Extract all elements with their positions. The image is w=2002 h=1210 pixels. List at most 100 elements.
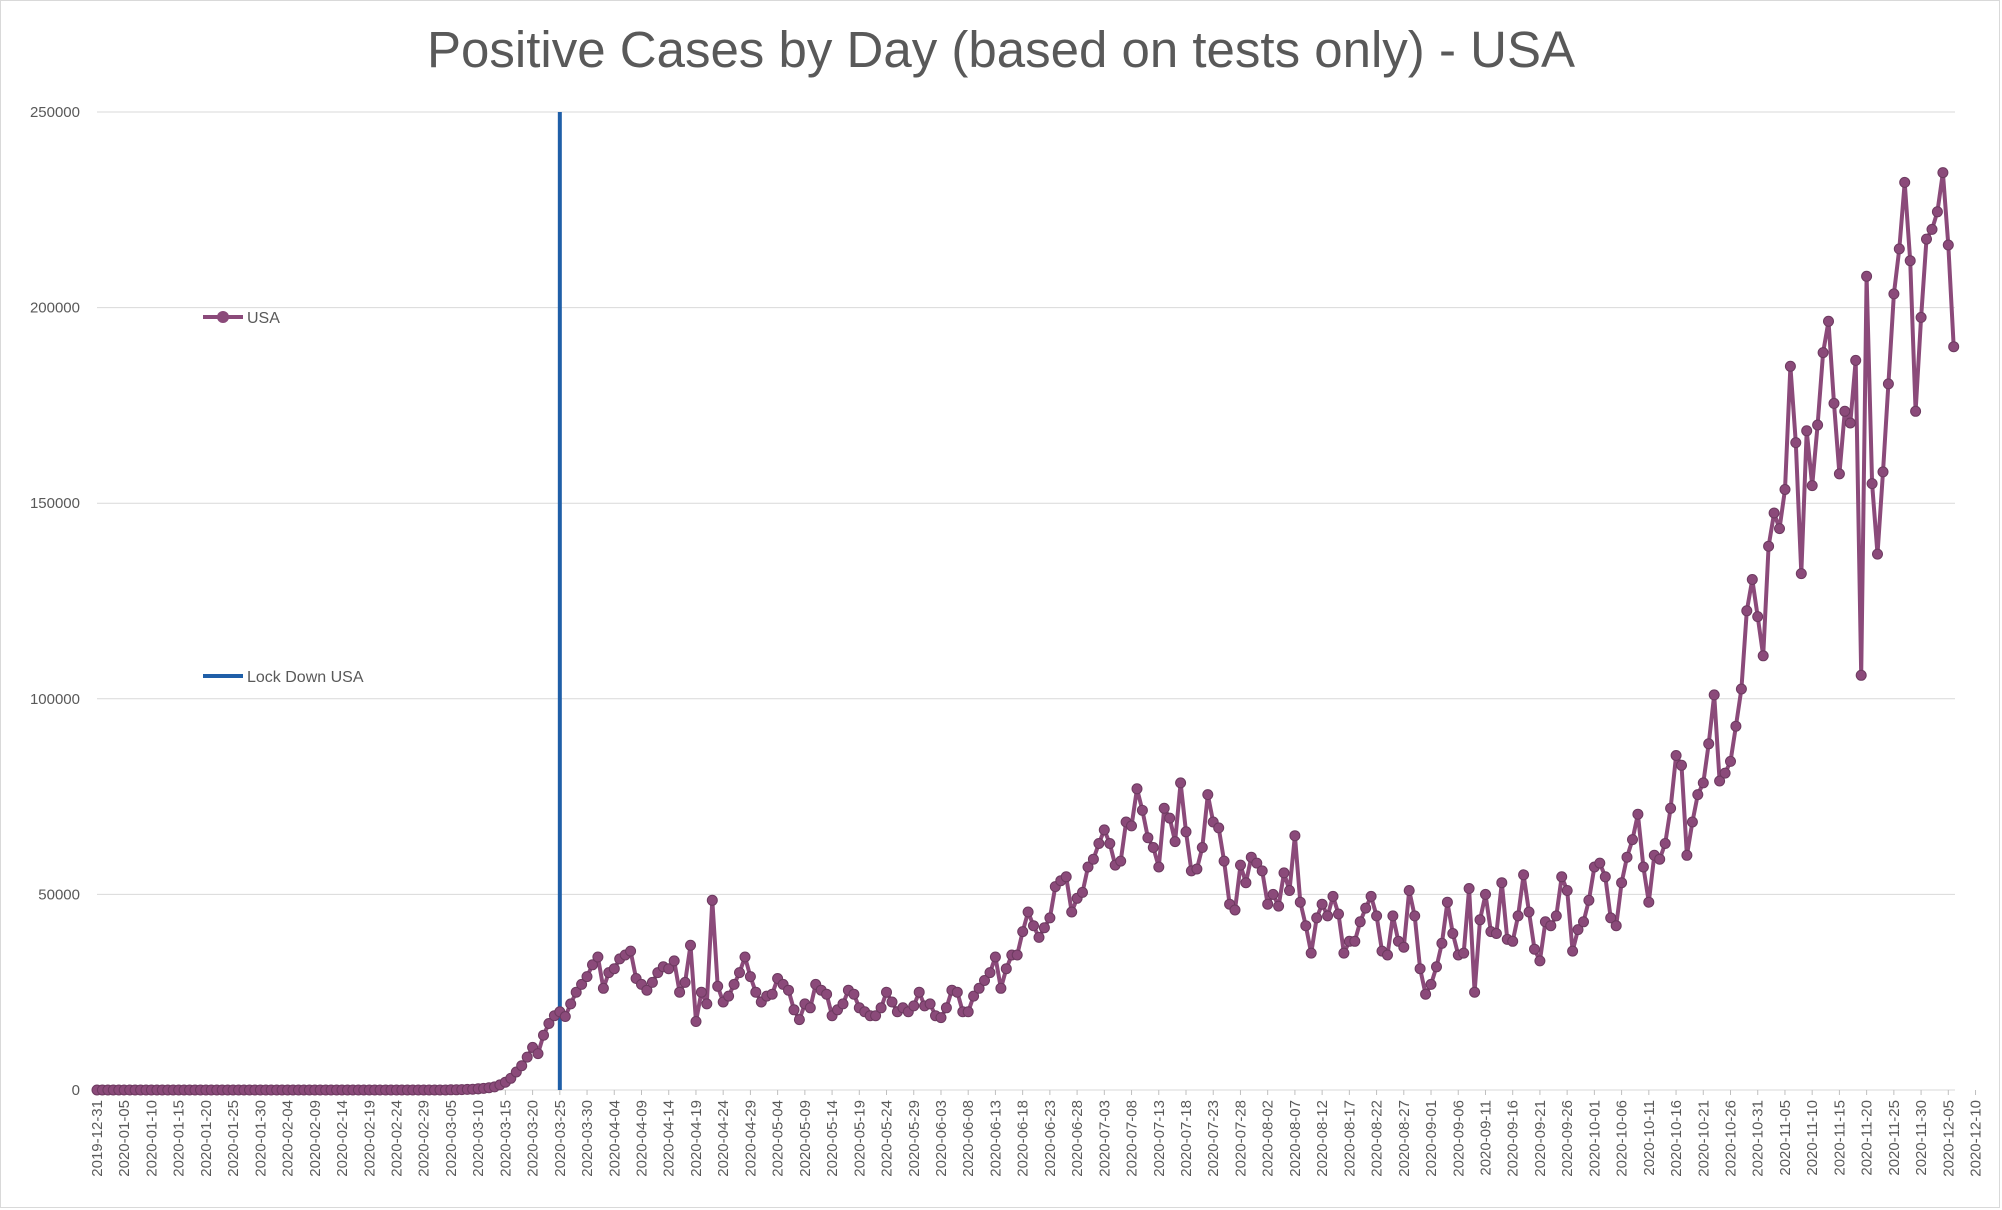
data-point [1605, 912, 1617, 924]
data-point [1311, 912, 1323, 924]
data-point [1556, 871, 1568, 883]
data-point [728, 978, 740, 990]
data-point [1038, 922, 1050, 934]
data-point [641, 984, 653, 996]
data-point [1267, 888, 1279, 900]
x-tick-label: 2020-02-04 [280, 1100, 297, 1177]
data-point [1251, 857, 1263, 869]
y-tick-label: 150000 [30, 495, 80, 512]
x-tick-label: 2020-09-01 [1423, 1100, 1440, 1177]
x-tick-label: 2020-02-14 [334, 1100, 351, 1177]
x-tick-label: 2020-10-06 [1614, 1100, 1631, 1177]
data-point [1213, 822, 1225, 834]
x-tick-label: 2020-10-31 [1750, 1100, 1767, 1177]
data-point [565, 998, 577, 1010]
data-point [881, 986, 892, 998]
data-point [1060, 871, 1072, 883]
x-tick-label: 2020-07-08 [1124, 1100, 1141, 1177]
data-point [1806, 480, 1818, 492]
x-axis-ticks: 2019-12-31 2020-01-05 2020-01-10 2020-01-15… [89, 1090, 1985, 1177]
data-point [1774, 523, 1785, 535]
data-point [1833, 468, 1845, 480]
data-point [1921, 233, 1932, 245]
data-point [984, 967, 996, 979]
data-point [1665, 802, 1677, 814]
data-point [766, 988, 778, 1000]
x-tick-label: 2020-05-24 [879, 1100, 896, 1177]
data-point [1583, 894, 1595, 906]
data-point [1431, 961, 1442, 973]
x-tick-label: 2020-04-04 [606, 1100, 623, 1177]
data-point [1910, 405, 1922, 417]
x-tick-label: 2020-01-05 [116, 1100, 133, 1177]
data-point [1823, 315, 1834, 327]
data-point [1621, 851, 1633, 863]
data-point [973, 982, 985, 994]
x-tick-label: 2020-12-10 [1968, 1100, 1985, 1177]
x-tick-label: 2020-02-24 [388, 1100, 405, 1177]
data-point [1240, 877, 1252, 889]
data-point [1616, 877, 1628, 889]
data-point [1028, 920, 1039, 932]
x-tick-label: 2020-01-10 [143, 1100, 160, 1177]
data-point [587, 959, 598, 971]
data-point [1436, 937, 1448, 949]
data-point [734, 967, 745, 979]
data-point [1316, 898, 1328, 910]
data-point [1676, 759, 1687, 771]
data-point [783, 984, 794, 996]
data-point [1877, 466, 1889, 478]
data-point [1087, 853, 1099, 865]
data-point [1861, 270, 1873, 282]
data-point [1153, 861, 1165, 873]
chart-title: Positive Cases by Day (based on tests on… [427, 21, 1575, 78]
data-point [1458, 947, 1470, 959]
data-point [543, 1018, 555, 1029]
data-point [1382, 949, 1393, 961]
y-axis-ticks: 0 50000 100000 150000 200000 250000 [30, 104, 80, 1099]
y-tick-label: 0 [72, 1082, 80, 1099]
data-point [1545, 920, 1557, 932]
data-point [989, 951, 1001, 963]
x-tick-label: 2020-04-29 [742, 1100, 759, 1177]
data-point [1447, 928, 1459, 939]
x-tick-label: 2020-11-10 [1804, 1100, 1821, 1176]
data-point [1529, 943, 1540, 955]
data-point [804, 1002, 816, 1014]
x-tick-label: 2020-10-01 [1586, 1100, 1603, 1177]
data-point [1839, 405, 1851, 417]
data-point [1077, 886, 1088, 898]
data-point [739, 951, 751, 963]
data-point [935, 1012, 947, 1024]
data-point [1812, 419, 1824, 431]
data-point [1670, 750, 1682, 761]
data-point [1844, 417, 1856, 429]
y-tick-label: 200000 [30, 300, 80, 317]
data-point [1115, 855, 1127, 867]
x-tick-label: 2020-10-26 [1723, 1100, 1740, 1177]
x-tick-label: 2020-09-26 [1559, 1100, 1576, 1177]
data-point [1017, 926, 1029, 938]
data-point [1409, 910, 1421, 922]
data-point [559, 1011, 571, 1022]
data-point [1686, 816, 1698, 828]
data-point [1180, 826, 1192, 838]
data-point [1235, 859, 1246, 871]
data-point [788, 1004, 800, 1016]
data-point [870, 1010, 882, 1022]
data-point [908, 1000, 920, 1012]
data-point [1872, 548, 1883, 560]
data-point [1768, 507, 1780, 519]
data-point [995, 982, 1007, 994]
x-tick-label: 2020-06-08 [960, 1100, 977, 1177]
x-tick-label: 2020-08-17 [1341, 1100, 1358, 1177]
data-point [1371, 910, 1383, 922]
legend-marker-usa [217, 311, 229, 323]
data-point [1333, 908, 1344, 920]
legend-label-usa: USA [247, 310, 280, 327]
x-tick-label: 2020-02-09 [307, 1100, 324, 1177]
data-point [1882, 378, 1894, 390]
data-point [1093, 838, 1105, 849]
data-point [1305, 947, 1317, 959]
